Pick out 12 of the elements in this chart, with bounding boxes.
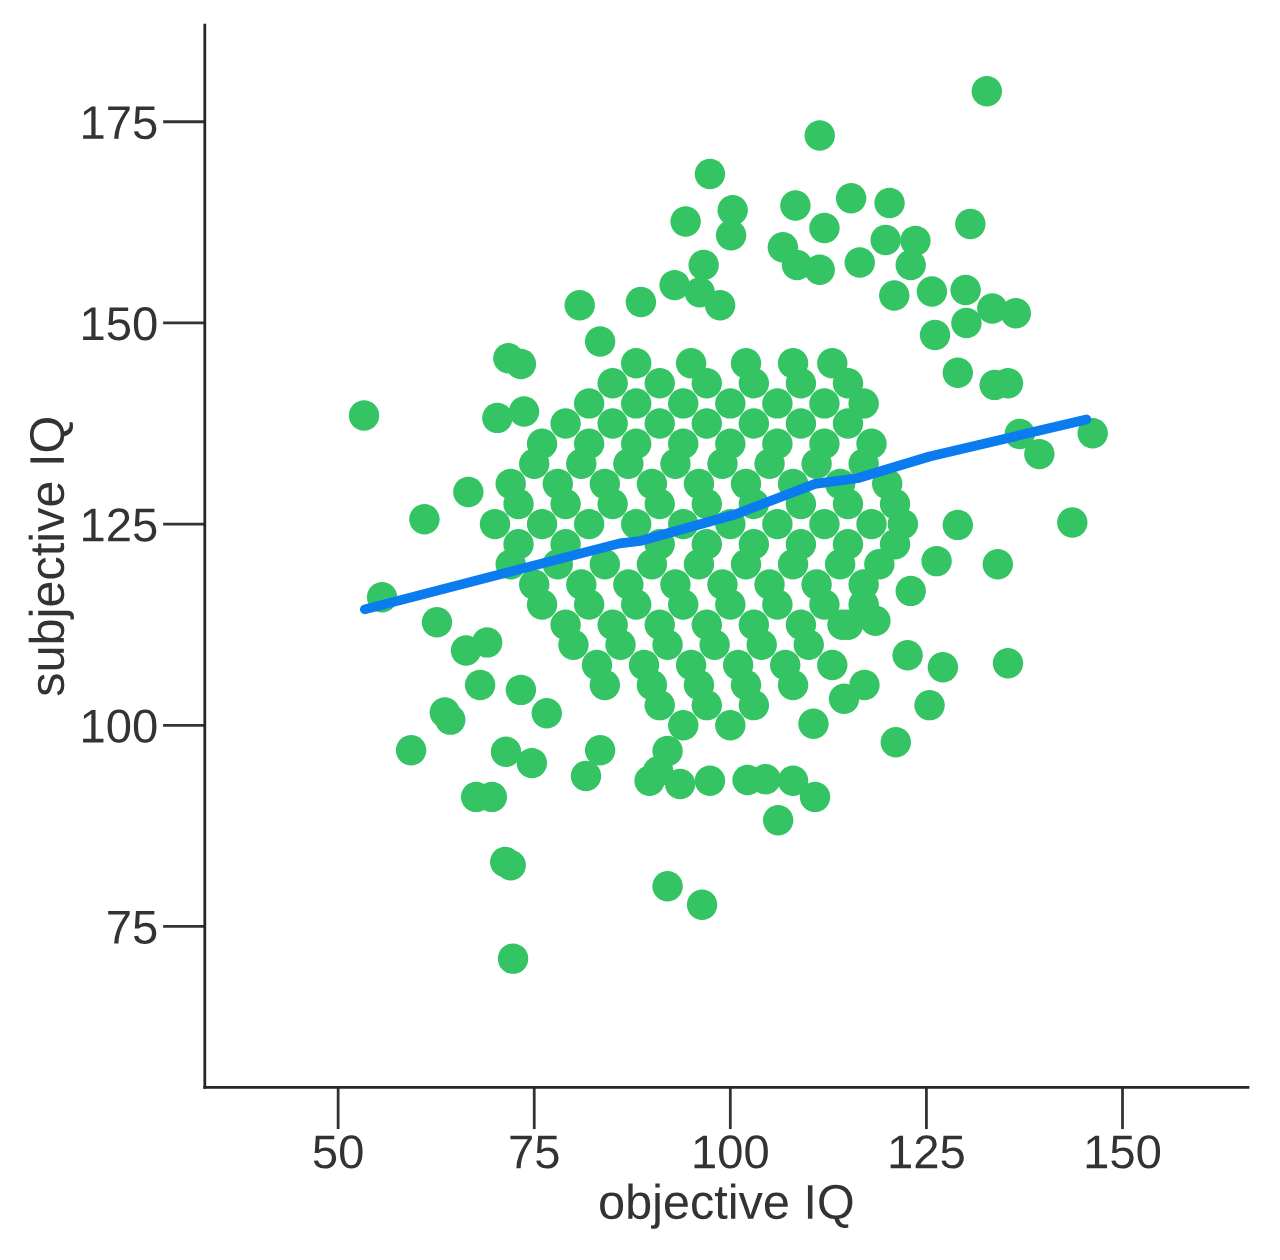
y-tick-label: 150 [83, 307, 157, 341]
x-tick-label: 100 [694, 1135, 768, 1169]
x-axis-title: objective IQ [600, 1183, 853, 1229]
y-tick-label: 100 [83, 709, 157, 743]
y-tick-label: 75 [108, 911, 157, 945]
x-tick-label: 125 [890, 1135, 964, 1169]
x-tick-label: 75 [510, 1135, 559, 1169]
y-tick-label: 125 [83, 508, 157, 542]
y-tick-label: 175 [83, 106, 157, 140]
x-tick-label: 50 [313, 1135, 363, 1169]
x-tick-label: 150 [1086, 1135, 1161, 1169]
y-axis-title: subjective IQ [28, 418, 74, 696]
